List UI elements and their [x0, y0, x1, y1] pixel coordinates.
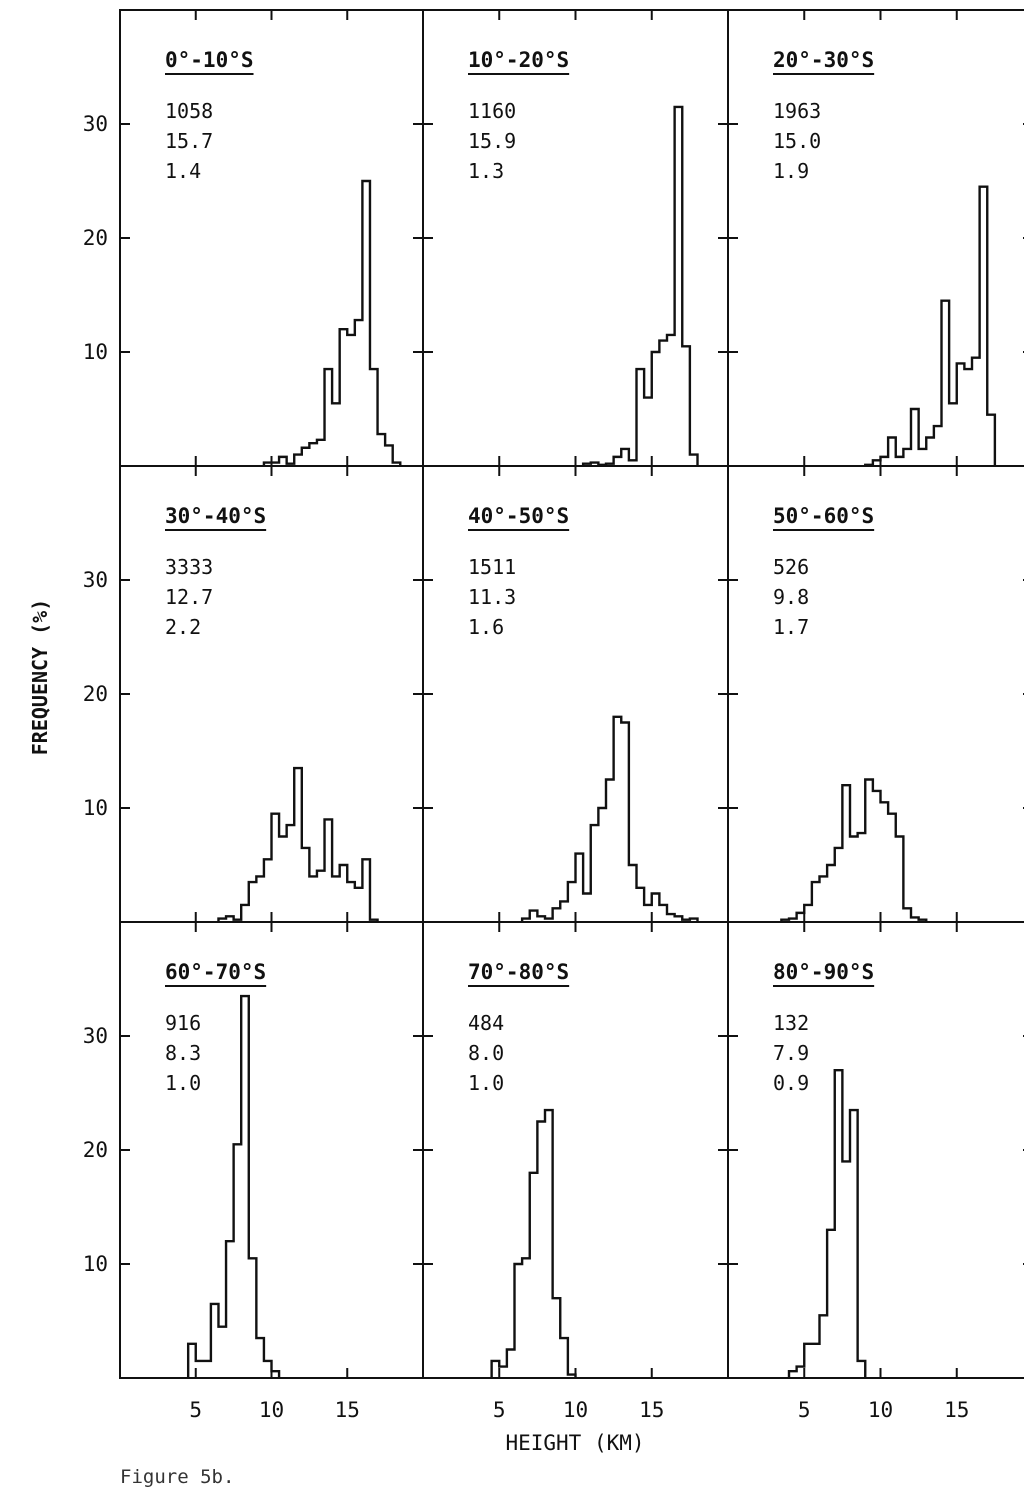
panel-stat-value: 1058: [165, 99, 213, 123]
panels-layer: 0°-10°S 1058 15.7 1.4 10°-20°S 1160 15.9 1.3 20°…: [119, 9, 1024, 1379]
y-tick-label: 10: [83, 796, 108, 820]
histogram-series: [787, 1069, 867, 1378]
histogram-panel: 30°-40°S 3333 12.7 2.2: [119, 465, 424, 923]
panel-stat-value: 526: [773, 555, 809, 579]
y-tick-label: 10: [83, 340, 108, 364]
panel-stat-value: 15.9: [468, 129, 516, 153]
y-tick-label: 20: [83, 1138, 108, 1162]
x-tick-label: 5: [189, 1398, 202, 1422]
x-tick-label: 10: [868, 1398, 893, 1422]
histogram-series: [490, 1108, 577, 1378]
histogram-panel: 40°-50°S 1511 11.3 1.6: [422, 465, 729, 923]
panel-stat-value: 1.0: [165, 1071, 201, 1095]
panel-stat-value: 8.3: [165, 1041, 201, 1065]
histogram-panel: 20°-30°S 1963 15.0 1.9: [727, 9, 1024, 467]
panel-stat-value: 1963: [773, 99, 821, 123]
histogram-panel: 70°-80°S 484 8.0 1.0: [422, 921, 729, 1379]
panel-stat-value: 12.7: [165, 585, 213, 609]
y-tick-label: 20: [83, 226, 108, 250]
histogram-series: [262, 179, 402, 466]
histogram-panel: 80°-90°S 132 7.9 0.9: [727, 921, 1024, 1379]
panel-stat-value: 1.4: [165, 159, 201, 183]
panel-stat-value: 1.3: [468, 159, 504, 183]
figure-caption: Figure 5b.: [120, 1466, 235, 1488]
y-tick-label: 10: [83, 1252, 108, 1276]
x-tick-label: 10: [259, 1398, 284, 1422]
panel-stat-value: 1.7: [773, 615, 809, 639]
panel-stat-value: 7.9: [773, 1041, 809, 1065]
panel-stat-value: 1160: [468, 99, 516, 123]
panel-stat-value: 1.0: [468, 1071, 504, 1095]
panel-stat-value: 8.0: [468, 1041, 504, 1065]
panel-title: 50°-60°S: [773, 504, 874, 528]
histogram-series: [780, 778, 928, 922]
panel-stat-value: 2.2: [165, 615, 201, 639]
histogram-panel: 10°-20°S 1160 15.9 1.3: [422, 9, 729, 467]
panel-frame: [727, 921, 1024, 1379]
panel-title: 70°-80°S: [468, 960, 569, 984]
panel-title: 20°-30°S: [773, 48, 874, 72]
histogram-series: [186, 994, 281, 1378]
panel-stat-value: 1.9: [773, 159, 809, 183]
panel-title: 30°-40°S: [165, 504, 266, 528]
panel-stat-value: 9.8: [773, 585, 809, 609]
x-tick-label: 15: [944, 1398, 969, 1422]
panel-stat-value: 15.7: [165, 129, 213, 153]
panel-stat-value: 11.3: [468, 585, 516, 609]
panel-title: 10°-20°S: [468, 48, 569, 72]
panel-stat-value: 1511: [468, 555, 516, 579]
histogram-panel: 50°-60°S 526 9.8 1.7: [727, 465, 1024, 923]
y-tick-label: 30: [83, 568, 108, 592]
x-tick-label: 15: [335, 1398, 360, 1422]
panel-frame: [119, 921, 424, 1379]
x-tick-label: 15: [639, 1398, 664, 1422]
panel-stat-value: 1.6: [468, 615, 504, 639]
histogram-panel: 0°-10°S 1058 15.7 1.4: [119, 9, 424, 467]
y-tick-label: 30: [83, 112, 108, 136]
x-tick-label: 5: [798, 1398, 811, 1422]
panel-title: 80°-90°S: [773, 960, 874, 984]
histogram-series: [581, 105, 699, 467]
x-tick-label: 5: [493, 1398, 506, 1422]
panel-stat-value: 484: [468, 1011, 504, 1035]
panel-title: 0°-10°S: [165, 48, 254, 72]
panel-frame: [422, 921, 729, 1379]
shared-y-axis-tick-labels: 10 20 30 10 20 30 10 20 30: [83, 112, 108, 1276]
histogram-series: [217, 766, 379, 922]
histogram-series: [520, 715, 699, 922]
panel-stat-value: 132: [773, 1011, 809, 1035]
panel-title: 60°-70°S: [165, 960, 266, 984]
panel-title: 40°-50°S: [468, 504, 569, 528]
y-tick-label: 20: [83, 682, 108, 706]
panel-stat-value: 15.0: [773, 129, 821, 153]
x-axis-title: HEIGHT (KM): [505, 1431, 644, 1455]
panel-stat-value: 3333: [165, 555, 213, 579]
histogram-series: [864, 185, 997, 467]
y-tick-label: 30: [83, 1024, 108, 1048]
x-tick-label: 10: [563, 1398, 588, 1422]
shared-x-axis-tick-labels: 5 10 15 5 10 15 5 10 15: [189, 1398, 969, 1422]
y-axis-title: FREQUENCY (%): [28, 599, 52, 756]
panel-stat-value: 916: [165, 1011, 201, 1035]
histogram-panel: 60°-70°S 916 8.3 1.0: [119, 921, 424, 1379]
panel-frame: [727, 465, 1024, 923]
panel-stat-value: 0.9: [773, 1071, 809, 1095]
